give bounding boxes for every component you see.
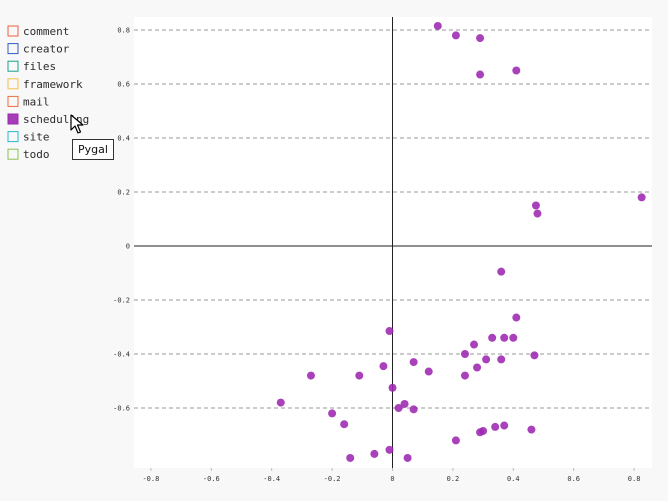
data-point[interactable] [491,422,500,431]
legend-label: comment [23,25,69,38]
data-point[interactable] [328,409,337,418]
legend-swatch [7,43,19,55]
legend-swatch [7,60,19,72]
legend-swatch [7,131,19,143]
data-point[interactable] [531,201,540,210]
legend-item-framework[interactable]: framework [7,78,83,91]
mouse-pointer-icon [70,114,84,134]
legend-label: mail [23,95,50,108]
data-point[interactable] [500,421,509,430]
data-point[interactable] [500,333,509,342]
legend-item-files[interactable]: files [7,60,56,73]
data-point[interactable] [340,420,349,429]
legend-item-mail[interactable]: mail [7,95,50,108]
data-point[interactable] [403,453,412,462]
x-tick-label: -0.8 [142,475,159,483]
data-point[interactable] [512,313,521,322]
data-point[interactable] [488,333,497,342]
tooltip: Pygal [72,139,114,160]
legend-label: site [23,131,50,144]
x-tick-label: -0.4 [263,475,280,483]
legend-label: files [23,60,56,73]
data-point[interactable] [379,362,388,371]
legend-label: creator [23,43,70,56]
data-point[interactable] [476,428,485,437]
y-tick-label: 0.8 [117,27,130,35]
legend-label: framework [23,78,83,91]
data-point[interactable] [451,436,460,445]
data-point[interactable] [460,350,469,358]
x-tick-label: 0.6 [567,475,580,483]
data-point[interactable] [355,371,364,380]
data-point[interactable] [482,355,491,364]
data-point[interactable] [512,66,521,75]
x-tick-label: 0 [390,475,394,483]
data-point[interactable] [409,358,418,367]
y-tick-label: -0.6 [113,405,130,413]
data-point[interactable] [476,34,485,43]
data-point[interactable] [276,398,285,407]
y-tick-labels: -0.6 -0.4 -0.2 0 0.2 0.4 0.6 0.8 [113,27,130,413]
legend-item-site[interactable]: site [7,131,50,144]
data-point[interactable] [509,333,518,342]
legend-item-comment[interactable]: comment [7,25,69,38]
data-point[interactable] [470,340,479,349]
data-point[interactable] [476,70,485,79]
data-point[interactable] [433,21,442,30]
legend-item-creator[interactable]: creator [7,43,70,56]
y-tick-label: 0.6 [117,81,130,89]
y-tick-label: 0.4 [117,135,130,143]
x-tick-labels: -0.8 -0.6 -0.4 -0.2 0 0.2 0.4 0.6 0.8 [142,475,640,483]
x-tick-label: 0.2 [447,475,460,483]
data-point[interactable] [473,363,482,372]
data-point[interactable] [497,267,506,276]
data-point[interactable] [370,449,379,458]
axes [134,17,652,471]
data-point[interactable] [424,367,433,376]
legend-item-todo[interactable]: todo [7,148,50,161]
legend-swatch [7,113,19,125]
legend-swatch [7,78,19,90]
legend-swatch [7,95,19,107]
legend-label: todo [23,148,50,161]
data-point[interactable] [460,371,469,380]
data-points [276,21,646,462]
legend-swatch [7,148,19,160]
y-tick-label: 0 [126,243,130,251]
data-point[interactable] [346,453,355,462]
x-tick-label: -0.6 [203,475,220,483]
data-point[interactable] [409,405,418,414]
y-tick-label: 0.2 [117,189,130,197]
x-tick-label: 0.4 [507,475,520,483]
x-tick-label: -0.2 [324,475,341,483]
data-point[interactable] [385,445,394,454]
data-point[interactable] [451,31,460,40]
data-point[interactable] [637,193,646,202]
data-point[interactable] [385,327,394,336]
data-point[interactable] [533,209,542,218]
y-tick-label: -0.4 [113,351,130,359]
data-point[interactable] [400,399,409,408]
data-point[interactable] [527,425,536,434]
data-point[interactable] [306,371,315,380]
x-tick-label: 0.8 [628,475,641,483]
data-point[interactable] [497,355,506,364]
y-tick-label: -0.2 [113,297,130,305]
data-point[interactable] [394,404,403,412]
legend-swatch [7,25,19,37]
data-point[interactable] [388,383,397,392]
data-point[interactable] [530,351,539,360]
